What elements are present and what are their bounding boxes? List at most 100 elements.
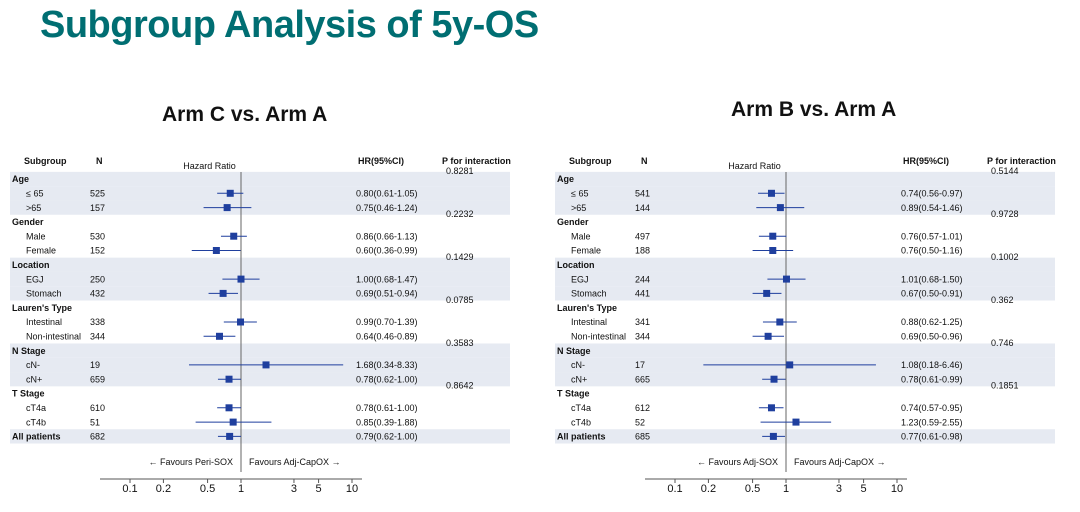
x-tick-label: 0.2 [701, 483, 716, 495]
row-band [555, 286, 1055, 301]
n-value: 144 [635, 203, 650, 213]
p-interaction-value: 0.362 [991, 295, 1014, 305]
favours-right-label: Favours Adj-CapOX → [249, 457, 341, 467]
n-value: 188 [635, 246, 650, 256]
subgroup-label: Intestinal [26, 317, 62, 327]
x-tick-label: 10 [346, 483, 358, 495]
row-band [555, 257, 1055, 272]
n-value: 441 [635, 289, 650, 299]
row-band [555, 171, 1055, 187]
hr-ci-value: 0.76(0.50-1.16) [901, 246, 963, 256]
hr-marker [769, 232, 777, 240]
hr-marker [237, 318, 245, 326]
n-value: 541 [635, 189, 650, 199]
n-value: 610 [90, 403, 105, 413]
x-tick-label: 3 [836, 483, 842, 495]
hr-ci-value: 1.08(0.18-6.46) [901, 360, 963, 370]
panel-title-arm-b: Arm B vs. Arm A [731, 98, 897, 121]
hr-ci-value: 1.23(0.59-2.55) [901, 417, 963, 427]
subgroup-label: Intestinal [571, 317, 607, 327]
subgroup-label: >65 [26, 203, 41, 213]
subgroup-label: cN+ [571, 374, 587, 384]
subgroup-label: >65 [571, 203, 586, 213]
subgroup-heading: Gender [12, 217, 44, 227]
hr-marker [225, 404, 233, 412]
header-n: N [96, 156, 103, 166]
hr-ci-value: 0.79(0.62-1.00) [356, 432, 418, 442]
n-value: 530 [90, 231, 105, 241]
favours-left-label: ← Favours Adj-SOX [697, 457, 778, 467]
row-band [555, 429, 1055, 444]
row-band [10, 186, 510, 201]
hr-ci-value: 0.75(0.46-1.24) [356, 203, 418, 213]
n-value: 244 [635, 274, 650, 284]
header-n: N [641, 156, 648, 166]
subgroup-label: Non-intestinal [571, 332, 626, 342]
n-value: 338 [90, 317, 105, 327]
all-patients-label: All patients [557, 432, 606, 442]
subgroup-label: Female [571, 246, 601, 256]
hr-ci-value: 0.74(0.56-0.97) [901, 189, 963, 199]
subgroup-label: cN+ [26, 374, 42, 384]
p-interaction-value: 0.8281 [446, 166, 474, 176]
hr-ci-value: 0.74(0.57-0.95) [901, 403, 963, 413]
hr-marker [223, 204, 231, 212]
subgroup-heading: Location [557, 260, 595, 270]
hr-marker [229, 418, 237, 426]
row-band [555, 343, 1055, 358]
header-p-interaction: P for interaction [987, 156, 1056, 166]
hr-ci-value: 0.86(0.66-1.13) [356, 231, 418, 241]
subgroup-label: cN- [26, 360, 40, 370]
subgroup-heading: Lauren's Type [12, 303, 72, 313]
hr-marker [212, 247, 220, 254]
forest-plot-arm-c: Subgroup N Hazard Ratio HR(95%CI) P for inte… [10, 156, 511, 495]
hr-marker [226, 189, 234, 197]
header-hr-ci: HR(95%CI) [358, 156, 404, 166]
subgroup-label: EGJ [571, 274, 589, 284]
row-band [10, 372, 510, 387]
subgroup-label: cN- [571, 360, 585, 370]
p-interaction-value: 0.5144 [991, 166, 1019, 176]
n-value: 341 [635, 317, 650, 327]
hr-marker [262, 361, 270, 369]
subgroup-label: Male [571, 231, 591, 241]
n-value: 659 [90, 374, 105, 384]
hr-marker [782, 275, 790, 283]
hr-ci-value: 0.89(0.54-1.46) [901, 203, 963, 213]
x-tick-label: 0.1 [667, 483, 682, 495]
subgroup-label: ≤ 65 [571, 189, 588, 199]
hr-marker [764, 332, 772, 340]
hr-marker [776, 204, 784, 212]
n-value: 525 [90, 189, 105, 199]
hr-ci-value: 0.78(0.61-1.00) [356, 403, 418, 413]
p-interaction-value: 0.746 [991, 338, 1014, 348]
hr-marker [769, 432, 777, 440]
n-value: 250 [90, 274, 105, 284]
x-tick-label: 0.1 [122, 483, 137, 495]
p-interaction-value: 0.1002 [991, 252, 1019, 262]
hr-marker [215, 332, 223, 340]
hr-marker [792, 418, 800, 426]
n-value: 682 [90, 432, 105, 442]
hr-ci-value: 0.69(0.51-0.94) [356, 289, 418, 299]
subgroup-label: Female [26, 246, 56, 256]
hr-marker [763, 289, 771, 297]
hr-marker [776, 318, 784, 326]
hr-ci-value: 0.78(0.62-1.00) [356, 374, 418, 384]
subgroup-label: ≤ 65 [26, 189, 43, 199]
hr-marker [767, 189, 775, 197]
row-band [10, 429, 510, 444]
hr-ci-value: 0.76(0.57-1.01) [901, 231, 963, 241]
subgroup-label: Non-intestinal [26, 332, 81, 342]
subgroup-label: cT4b [26, 417, 46, 427]
p-interaction-value: 0.2232 [446, 209, 474, 219]
x-tick-label: 0.5 [200, 483, 215, 495]
hr-ci-value: 0.85(0.39-1.88) [356, 417, 418, 427]
hr-ci-value: 0.67(0.50-0.91) [901, 289, 963, 299]
x-tick-label: 10 [891, 483, 903, 495]
n-value: 51 [90, 417, 100, 427]
p-interaction-value: 0.3583 [446, 338, 474, 348]
n-value: 17 [635, 360, 645, 370]
n-value: 19 [90, 360, 100, 370]
x-tick-label: 3 [291, 483, 297, 495]
